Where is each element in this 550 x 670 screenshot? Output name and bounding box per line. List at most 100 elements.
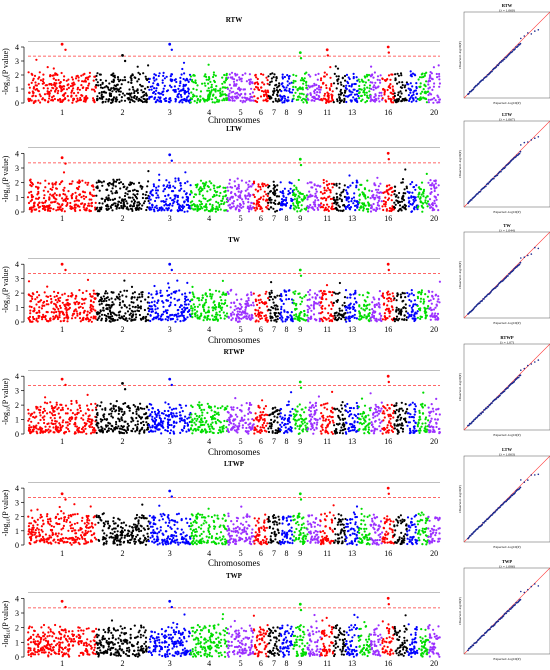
snp-point bbox=[146, 98, 149, 101]
snp-point bbox=[68, 418, 71, 421]
snp-point bbox=[415, 82, 418, 85]
snp-point bbox=[429, 314, 432, 318]
snp-point bbox=[71, 84, 74, 87]
snp-point bbox=[101, 202, 104, 205]
snp-point bbox=[81, 317, 85, 320]
snp-point bbox=[62, 171, 66, 174]
snp-point bbox=[95, 431, 98, 435]
snp-point bbox=[438, 301, 441, 304]
snp-point bbox=[237, 93, 240, 96]
snp-point bbox=[190, 204, 193, 207]
snp-point bbox=[110, 291, 113, 294]
snp-point bbox=[67, 190, 70, 193]
snp-point bbox=[272, 90, 275, 93]
snp-point bbox=[264, 292, 267, 295]
snp-point bbox=[203, 309, 206, 313]
snp-point bbox=[183, 303, 187, 306]
snp-point bbox=[335, 311, 338, 314]
snp-point bbox=[235, 319, 238, 322]
snp-point bbox=[338, 101, 341, 104]
snp-point bbox=[118, 196, 121, 199]
snp-point bbox=[254, 298, 257, 301]
snp-point bbox=[135, 410, 138, 413]
snp-point bbox=[86, 278, 90, 281]
snp-point bbox=[309, 317, 312, 320]
snp-point bbox=[140, 291, 143, 294]
snp-point bbox=[262, 73, 265, 76]
peak-point bbox=[60, 377, 64, 381]
snp-point bbox=[177, 315, 180, 318]
snp-point bbox=[228, 182, 231, 185]
snp-point bbox=[268, 197, 271, 200]
snp-point bbox=[36, 406, 39, 409]
snp-point bbox=[198, 193, 201, 196]
snp-point bbox=[184, 292, 187, 295]
snp-point bbox=[36, 181, 40, 184]
snp-point bbox=[212, 71, 215, 74]
snp-point bbox=[363, 204, 366, 207]
snp-point bbox=[273, 73, 276, 76]
snp-point bbox=[383, 91, 386, 94]
snp-point bbox=[352, 202, 355, 205]
snp-point bbox=[189, 184, 192, 187]
snp-point bbox=[165, 311, 169, 315]
snp-point bbox=[335, 75, 338, 78]
snp-point bbox=[176, 279, 179, 282]
snp-point bbox=[78, 88, 81, 91]
snp-point bbox=[321, 82, 325, 85]
snp-point bbox=[176, 201, 179, 204]
snp-point bbox=[245, 80, 248, 83]
snp-point bbox=[280, 295, 283, 298]
snp-point bbox=[314, 205, 317, 208]
snp-point bbox=[416, 297, 420, 300]
snp-point bbox=[374, 97, 377, 100]
snp-point bbox=[38, 300, 41, 303]
snp-point bbox=[257, 183, 260, 186]
snp-point bbox=[158, 179, 161, 182]
snp-point bbox=[314, 194, 317, 198]
snp-point bbox=[84, 181, 87, 184]
snp-point bbox=[64, 412, 67, 415]
snp-point bbox=[390, 194, 393, 197]
snp-point bbox=[228, 92, 231, 95]
snp-point bbox=[271, 298, 274, 301]
snp-point bbox=[373, 100, 377, 103]
snp-point bbox=[57, 310, 60, 313]
snp-point bbox=[37, 99, 40, 102]
snp-point bbox=[297, 315, 300, 318]
snp-point bbox=[391, 308, 394, 311]
snp-point bbox=[354, 309, 357, 312]
snp-point bbox=[184, 89, 187, 93]
snp-point bbox=[52, 426, 55, 429]
snp-point bbox=[305, 194, 308, 197]
snp-point bbox=[260, 311, 263, 314]
snp-point bbox=[107, 98, 110, 102]
snp-point bbox=[378, 312, 381, 315]
snp-point bbox=[249, 194, 252, 197]
snp-point bbox=[373, 305, 376, 309]
snp-point bbox=[95, 74, 98, 77]
snp-point bbox=[83, 203, 87, 206]
snp-point bbox=[399, 72, 403, 75]
snp-point bbox=[226, 209, 229, 213]
y-axis-label: -log10(P value) bbox=[1, 48, 12, 95]
snp-point bbox=[241, 73, 244, 77]
chromosome-tick-label: 4 bbox=[207, 325, 211, 334]
snp-point bbox=[42, 189, 45, 192]
snp-point bbox=[134, 313, 138, 316]
snp-point bbox=[204, 301, 208, 304]
snp-point bbox=[101, 184, 104, 187]
snp-point bbox=[309, 289, 312, 292]
snp-point bbox=[189, 193, 192, 196]
snp-point bbox=[126, 427, 129, 430]
snp-point bbox=[306, 308, 309, 311]
snp-point bbox=[126, 310, 130, 313]
snp-point bbox=[207, 78, 210, 81]
snp-point bbox=[302, 93, 305, 96]
snp-point bbox=[428, 86, 431, 89]
snp-point bbox=[43, 409, 47, 412]
snp-point bbox=[233, 308, 236, 312]
snp-point bbox=[89, 306, 92, 309]
snp-point bbox=[289, 314, 292, 317]
snp-point bbox=[129, 205, 132, 208]
